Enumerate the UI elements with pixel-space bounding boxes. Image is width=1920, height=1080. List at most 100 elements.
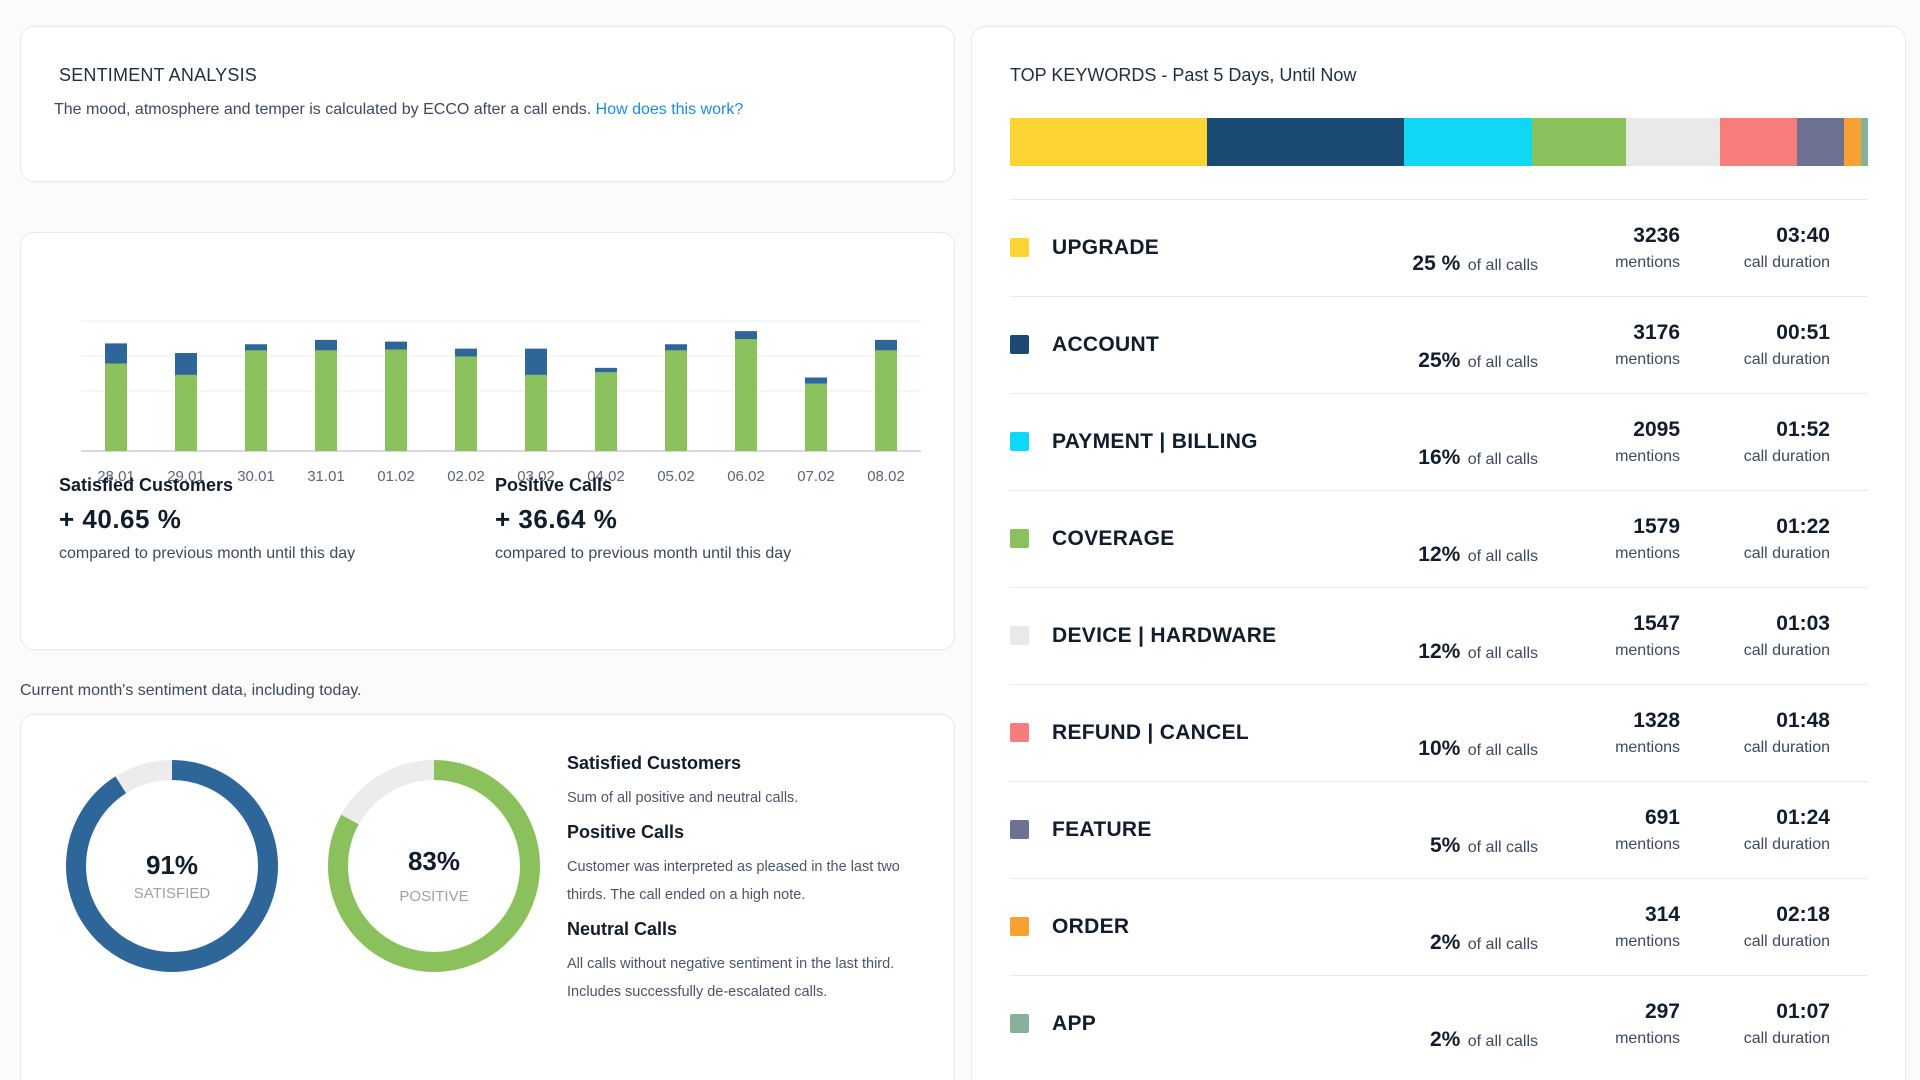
stat-label: Satisfied Customers: [59, 475, 234, 495]
chart-bar-segment[interactable]: [525, 348, 547, 375]
keyword-mentions: 3176 mentions: [1615, 321, 1680, 369]
top-keywords-card: TOP KEYWORDS - Past 5 Days, Until Now UP…: [971, 26, 1906, 1080]
chart-x-tick-label: 06.02: [727, 468, 765, 481]
legend-title: Satisfied Customers: [567, 753, 742, 773]
keyword-row[interactable]: UPGRADE 25 % of all calls 3236 mentions 03:4…: [1010, 199, 1868, 296]
keyword-row[interactable]: COVERAGE 12% of all calls 1579 mentions 01:2…: [1010, 490, 1868, 587]
chart-bar-segment[interactable]: [455, 356, 477, 452]
keyword-percentage-suffix: of all calls: [1467, 839, 1538, 856]
keyword-name: APP: [1052, 1012, 1097, 1035]
keyword-percentage-value: 5%: [1429, 834, 1461, 857]
sentiment-legend: Satisfied Customers Sum of all positive …: [567, 753, 927, 1016]
keyword-mentions: 1328 mentions: [1615, 709, 1680, 757]
chart-bar-segment[interactable]: [105, 343, 127, 364]
chart-bar-segment[interactable]: [315, 339, 337, 351]
stat-value: + 36.64 %: [495, 504, 618, 534]
chart-bar-segment[interactable]: [665, 350, 687, 451]
keyword-duration-value: 00:51: [1776, 321, 1830, 344]
keyword-name: ACCOUNT: [1052, 333, 1160, 356]
keyword-mentions-label: mentions: [1615, 933, 1680, 950]
legend-description: Customer was interpreted as pleased in t…: [567, 859, 900, 903]
chart-bar-segment[interactable]: [525, 374, 547, 451]
keyword-percentage-value: 2%: [1429, 931, 1461, 954]
keyword-mentions-value: 2095: [1633, 418, 1680, 441]
keyword-duration-label: call duration: [1743, 545, 1830, 562]
chart-x-tick-label: 01.02: [377, 468, 415, 481]
sentiment-analysis-card: SENTIMENT ANALYSIS The mood, atmosphere …: [20, 26, 955, 182]
keyword-mentions-label: mentions: [1615, 545, 1680, 562]
keyword-row[interactable]: APP 2% of all calls 297 mentions 01:07 call d…: [1010, 975, 1868, 1072]
keyword-row[interactable]: ORDER 2% of all calls 314 mentions 02:18 call…: [1010, 878, 1868, 975]
keyword-mentions: 2095 mentions: [1615, 418, 1680, 466]
keyword-row[interactable]: PAYMENT | BILLING 16% of all calls 2095 men…: [1010, 393, 1868, 490]
chart-bar-segment[interactable]: [385, 349, 407, 452]
current-month-note: Current month's sentiment data, includin…: [20, 682, 362, 699]
keyword-duration-label: call duration: [1743, 1030, 1830, 1047]
keyword-duration-value: 01:07: [1776, 1000, 1830, 1023]
sentiment-description: The mood, atmosphere and temper is calcu…: [54, 101, 592, 118]
keyword-duration: 03:40 call duration: [1744, 224, 1830, 272]
chart-bar-segment[interactable]: [805, 383, 827, 451]
chart-bar-segment[interactable]: [665, 344, 687, 351]
keyword-mentions: 691 mentions: [1615, 806, 1680, 854]
keyword-duration-value: 03:40: [1776, 224, 1830, 247]
chart-bar-segment[interactable]: [245, 350, 267, 451]
keyword-color-swatch: [1010, 723, 1029, 742]
keyword-duration-label: call duration: [1743, 739, 1830, 756]
keyword-percentage-suffix: of all calls: [1467, 451, 1538, 468]
keyword-row[interactable]: ACCOUNT 25% of all calls 3176 mentions 00:51…: [1010, 296, 1868, 393]
keyword-duration-label: call duration: [1743, 933, 1830, 950]
chart-bar-segment[interactable]: [315, 350, 337, 451]
keyword-color-swatch: [1010, 917, 1029, 936]
stat-note: compared to previous month until this da…: [59, 545, 356, 562]
chart-bar-segment[interactable]: [805, 377, 827, 384]
positive-calls-stat: Positive Calls + 36.64 % compared to pre…: [495, 475, 791, 563]
chart-bar-segment[interactable]: [595, 372, 617, 451]
chart-bar-segment[interactable]: [455, 348, 477, 357]
keyword-row[interactable]: DEVICE | HARDWARE 12% of all calls 1547 men…: [1010, 587, 1868, 684]
chart-bar-segment[interactable]: [175, 374, 197, 451]
keyword-row[interactable]: FEATURE 5% of all calls 691 mentions 01:24 ca…: [1010, 781, 1868, 878]
donut-value: 91%: [146, 850, 198, 880]
keyword-color-swatch: [1010, 238, 1029, 257]
keyword-percentage: 2% of all calls: [1430, 1028, 1538, 1052]
legend-title: Positive Calls: [567, 822, 685, 842]
chart-x-tick-label: 31.01: [307, 468, 345, 481]
donut-value: 83%: [408, 846, 460, 876]
keyword-percentage: 5% of all calls: [1430, 834, 1538, 858]
chart-bar-segment[interactable]: [875, 350, 897, 451]
keyword-name: COVERAGE: [1052, 527, 1175, 550]
chart-bar-segment[interactable]: [105, 363, 127, 452]
keyword-duration: 01:52 call duration: [1744, 418, 1830, 466]
sentiment-chart-card: 28.01 29.01 30.01 31.01 01.02 02.02 03.02 04.02…: [20, 232, 955, 650]
positive-donut-arc: [328, 760, 540, 972]
keyword-duration: 01:07 call duration: [1744, 1000, 1830, 1048]
chart-bar-segment[interactable]: [595, 367, 617, 373]
keyword-color-swatch: [1010, 432, 1029, 451]
keyword-share-segment: [1403, 118, 1532, 166]
how-does-this-work-link[interactable]: How does this work?: [595, 101, 744, 118]
keyword-mentions-label: mentions: [1615, 739, 1680, 756]
keyword-share-segment: [1720, 118, 1797, 166]
chart-bar-segment[interactable]: [245, 344, 267, 351]
chart-bar-segment[interactable]: [735, 339, 757, 451]
keyword-mentions-value: 3236: [1633, 224, 1680, 247]
keyword-mentions-label: mentions: [1615, 836, 1680, 853]
keyword-name: DEVICE | HARDWARE: [1052, 624, 1277, 647]
keyword-mentions: 1579 mentions: [1615, 515, 1680, 563]
keyword-mentions-value: 297: [1644, 1000, 1680, 1023]
chart-bar-segment[interactable]: [175, 353, 197, 375]
keyword-mentions-value: 691: [1644, 806, 1680, 829]
sentiment-subtitle: The mood, atmosphere and temper is calcu…: [54, 101, 743, 119]
keyword-row[interactable]: REFUND | CANCEL 10% of all calls 1328 menti…: [1010, 684, 1868, 781]
keyword-percentage-value: 16%: [1418, 446, 1461, 469]
chart-bar-segment[interactable]: [875, 339, 897, 351]
keyword-duration-value: 01:48: [1776, 709, 1830, 732]
keyword-percentage: 16% of all calls: [1418, 446, 1538, 470]
keyword-duration: 01:24 call duration: [1744, 806, 1830, 854]
chart-bar-segment[interactable]: [735, 331, 757, 339]
chart-bar-segment[interactable]: [385, 341, 407, 350]
keyword-duration-value: 01:03: [1776, 612, 1830, 635]
keyword-percentage-value: 12%: [1418, 543, 1461, 566]
keyword-name: UPGRADE: [1052, 236, 1160, 259]
